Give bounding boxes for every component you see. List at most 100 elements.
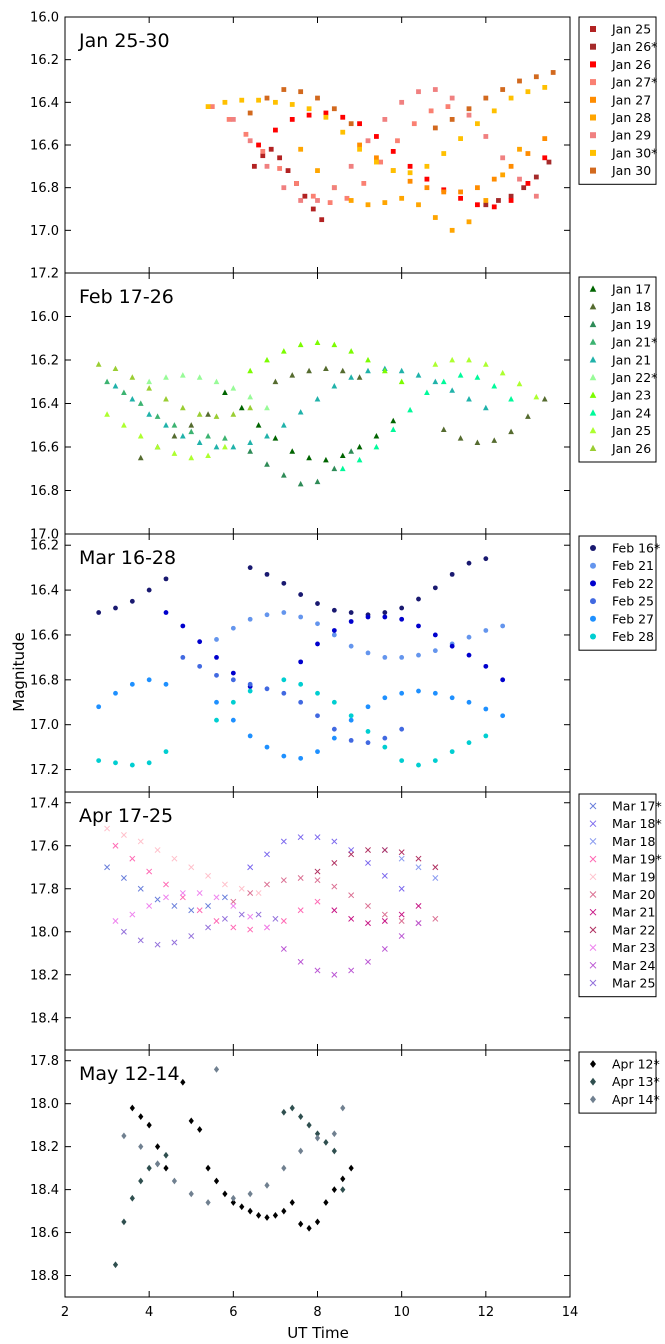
data-point (525, 181, 531, 186)
legend-marker (590, 149, 596, 156)
data-point (483, 663, 489, 669)
data-point (365, 740, 371, 746)
data-point (298, 89, 304, 95)
data-point (365, 902, 371, 909)
data-point (222, 435, 228, 441)
data-point (113, 690, 118, 696)
data-point (163, 422, 169, 428)
data-point (319, 217, 325, 223)
data-point (517, 146, 522, 152)
data-point (415, 920, 422, 927)
data-point (415, 902, 422, 909)
data-point (281, 1164, 287, 1172)
y-tick-label: 16.0 (30, 11, 59, 26)
data-point (129, 396, 136, 402)
series-mar-18- (247, 834, 405, 892)
data-point (230, 677, 236, 683)
data-point (415, 855, 422, 862)
legend-label: Mar 18 (612, 834, 656, 849)
data-point (441, 151, 447, 156)
data-point (255, 1212, 262, 1219)
data-point (255, 422, 262, 428)
data-point (163, 681, 169, 687)
chart-panel-2: 16.0 16.2 16.4 16.6 16.8 17.0 Feb 17-26 (30, 272, 571, 543)
data-point (154, 413, 161, 419)
legend-label: Jan 22* (611, 370, 657, 385)
data-point (440, 426, 447, 432)
series-jan-21 (112, 365, 489, 450)
legend-label: Feb 28 (612, 629, 654, 644)
legend-5: Apr 12* Apr 13* Apr 14* (578, 1051, 660, 1114)
data-point (171, 939, 178, 946)
data-point (517, 78, 522, 84)
data-point (500, 87, 506, 92)
legend-label: Apr 13* (612, 1074, 660, 1089)
legend-label: Mar 22 (612, 922, 655, 937)
data-point (298, 699, 304, 705)
data-point (138, 1177, 144, 1185)
data-point (432, 758, 438, 763)
data-point (264, 1214, 270, 1221)
data-point (483, 556, 489, 562)
data-point (500, 713, 506, 719)
data-point (491, 108, 497, 114)
data-point (154, 941, 161, 948)
series-jan-27- (209, 104, 451, 205)
data-point (281, 610, 287, 615)
data-point (449, 387, 456, 393)
data-point (112, 1261, 119, 1269)
series-jan-19 (247, 448, 355, 487)
legend-marker (589, 979, 597, 987)
data-point (416, 762, 421, 768)
data-point (378, 159, 384, 165)
data-point (348, 619, 354, 624)
data-point (264, 163, 270, 169)
data-point (213, 443, 220, 450)
series-mar-19 (104, 825, 262, 897)
data-point (449, 749, 455, 755)
legend-marker (590, 1077, 596, 1086)
data-point (112, 365, 119, 372)
legend-label: Mar 24 (612, 958, 656, 973)
data-point (323, 1138, 329, 1146)
y-tick-label: 18.2 (30, 968, 59, 983)
data-point (331, 838, 338, 845)
data-point (221, 915, 228, 922)
data-point (280, 838, 287, 845)
data-point (230, 443, 237, 450)
y-tick-label: 17.2 (30, 763, 59, 778)
data-point (466, 219, 472, 225)
data-point (298, 146, 304, 152)
data-point (146, 1164, 152, 1172)
data-point (247, 733, 253, 739)
data-point (331, 1186, 337, 1193)
data-point (348, 847, 355, 854)
series-apr-14- (121, 1065, 346, 1206)
data-point (340, 129, 346, 135)
x-tick-label: 14 (562, 1305, 579, 1320)
legend-marker (589, 908, 597, 916)
legend-label: Feb 21 (612, 558, 654, 573)
data-point (399, 605, 405, 611)
legend-label: Mar 25 (612, 976, 655, 991)
data-point (272, 915, 279, 922)
data-point (264, 1181, 270, 1189)
data-point (294, 181, 299, 186)
y-tick-label: 17.8 (30, 1054, 59, 1069)
data-point (197, 639, 203, 645)
data-point (121, 1132, 127, 1140)
legend-label: Jan 23 (611, 388, 651, 403)
data-point (222, 443, 228, 450)
data-point (137, 838, 144, 845)
data-point (542, 155, 548, 161)
data-point (289, 448, 296, 454)
data-point (382, 695, 388, 701)
y-tick-label: 16.8 (30, 484, 59, 499)
data-point (395, 138, 400, 144)
data-point (331, 1130, 337, 1138)
data-point (213, 1177, 220, 1185)
data-point (416, 89, 421, 95)
data-point (272, 378, 279, 385)
data-point (298, 1147, 304, 1155)
